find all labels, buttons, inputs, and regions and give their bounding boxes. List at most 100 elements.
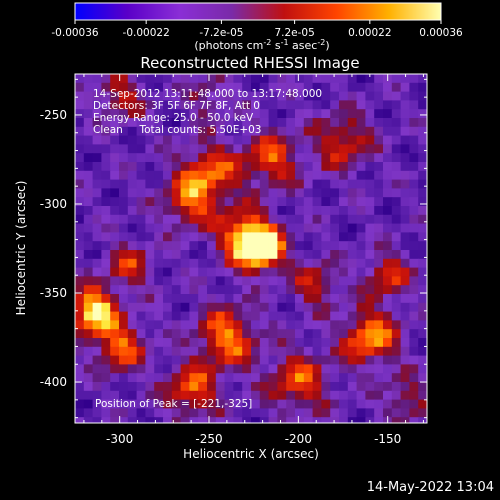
heatmap-cell [83,179,94,189]
heatmap-cell [101,74,111,84]
heatmap-cell [268,373,278,383]
heatmap-cell [127,364,138,374]
heatmap-cell [189,390,199,401]
heatmap-cell [251,408,261,418]
heatmap-cell [110,294,120,304]
heatmap-cell [330,320,340,330]
heatmap-cell [127,373,138,383]
heatmap-cell [189,214,199,225]
heatmap-cell [215,232,226,242]
heatmap-cell [251,135,261,145]
heatmap-cell [136,223,146,233]
heatmap-cell [198,126,208,137]
heatmap-cell [259,276,270,286]
heatmap-cell [145,329,155,339]
heatmap-cell [400,250,410,260]
heatmap-cell [277,311,287,321]
heatmap-cell [163,206,173,216]
heatmap-cell [163,144,173,154]
heatmap-cell [383,364,393,374]
heatmap-cell [189,258,199,269]
heatmap-cell [418,338,427,348]
heatmap-cell [198,232,208,242]
heatmap-cell [75,74,85,84]
heatmap-cell [180,399,190,409]
heatmap-cell [189,223,199,233]
heatmap-cell [145,267,155,277]
heatmap-cell [189,285,199,295]
heatmap-cell [312,373,322,383]
heatmap-cell [303,74,314,84]
heatmap-cell [383,346,393,357]
heatmap-cell [251,179,261,189]
heatmap-cell [215,329,226,339]
heatmap-cell [163,267,173,277]
heatmap-cell [207,126,217,137]
heatmap-cell [136,390,146,401]
heatmap-cell [163,118,173,128]
heatmap-cell [330,382,340,392]
heatmap-cell [242,91,252,101]
heatmap-cell [295,320,305,330]
heatmap-cell [330,285,340,295]
heatmap-cell [330,346,340,357]
heatmap-cell [215,91,226,101]
heatmap-cell [136,311,146,321]
heatmap-cell [224,179,234,189]
heatmap-cell [75,267,85,277]
heatmap-cell [374,311,384,321]
heatmap-cell [101,126,111,137]
heatmap-cell [383,311,393,321]
heatmap-cell [101,135,111,145]
heatmap-cell [207,294,217,304]
heatmap-cell [171,82,182,93]
heatmap-cell [92,417,102,423]
heatmap-cell [277,382,287,392]
heatmap-cell [163,285,173,295]
heatmap-cell [251,82,261,93]
heatmap-cell [268,311,278,321]
heatmap-cell [268,153,278,163]
heatmap-cell [391,258,402,269]
heatmap-cell [110,373,120,383]
heatmap-cell [119,250,129,260]
heatmap-cell [110,320,120,330]
heatmap-cell [75,118,85,128]
heatmap-cell [127,382,138,392]
heatmap-cell [180,346,190,357]
heatmap-cell [268,294,278,304]
heatmap-cell [198,197,208,207]
heatmap-cell [321,267,331,277]
heatmap-cell [145,197,155,207]
heatmap-cell [286,311,296,321]
heatmap-cell [409,250,419,260]
heatmap-cell [312,285,322,295]
heatmap-cell [339,355,349,365]
heatmap-cell [242,126,252,137]
heatmap-cell [154,197,164,207]
heatmap-cell [215,82,226,93]
heatmap-cell [136,206,146,216]
heatmap-cell [286,346,296,357]
heatmap-cell [242,162,252,172]
heatmap-cell [330,126,340,137]
heatmap-cell [83,100,94,110]
heatmap-cell [101,311,111,321]
heatmap-cell [101,144,111,154]
heatmap-cell [418,399,427,409]
heatmap-cell [189,206,199,216]
heatmap-cell [365,170,375,181]
heatmap-cell [321,153,331,163]
colorbar [74,2,442,21]
heatmap-cell [356,250,366,260]
heatmap-cell [92,197,102,207]
heatmap-cell [110,408,120,418]
heatmap-cell [189,382,199,392]
heatmap-cell [242,232,252,242]
heatmap-cell [101,232,111,242]
heatmap-cell [145,170,155,181]
heatmap-cell [356,118,366,128]
heatmap-cell [233,232,243,242]
heatmap-cell [418,223,427,233]
heatmap-cell [330,153,340,163]
